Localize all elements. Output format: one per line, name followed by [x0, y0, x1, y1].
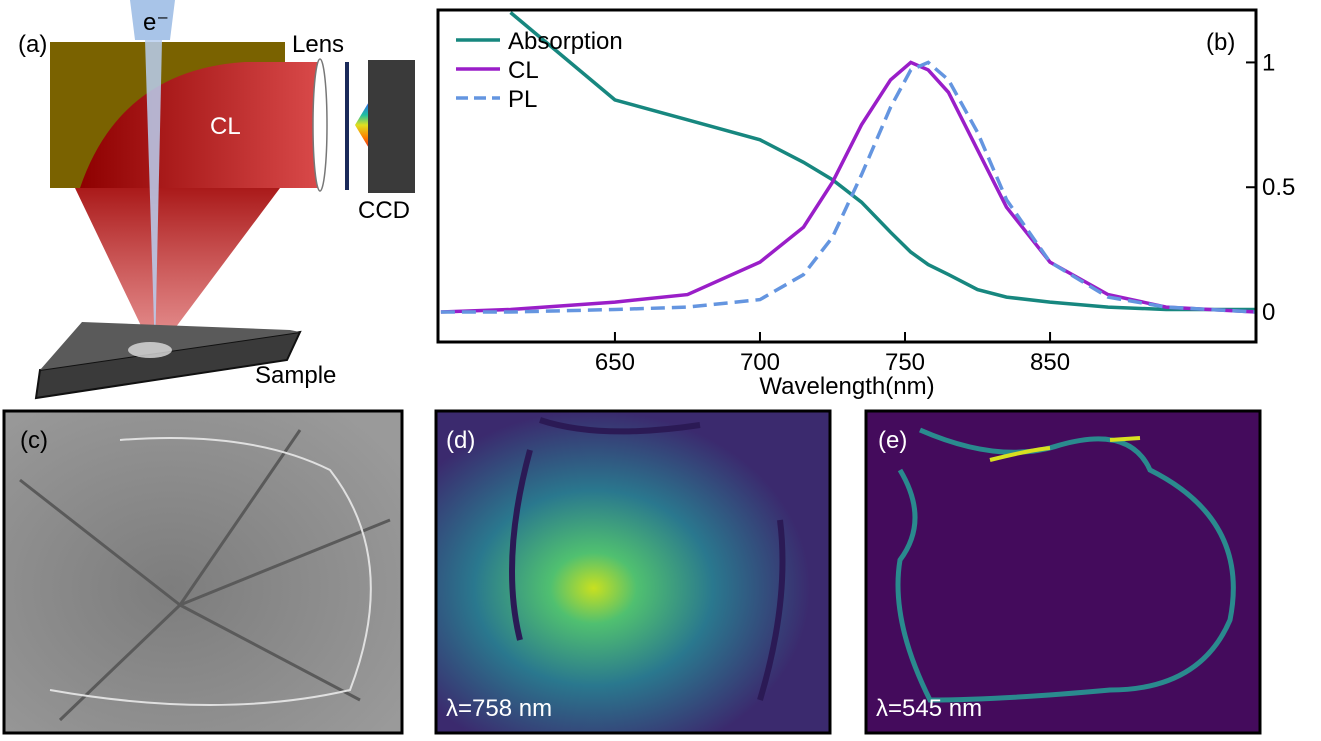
plot-area: [440, 11, 1256, 314]
panel-label: (e): [878, 427, 907, 454]
lens-label: Lens: [292, 31, 344, 58]
legend-label: CL: [508, 57, 539, 84]
x-tick-label: 750: [885, 349, 925, 376]
lens: [312, 58, 328, 192]
x-tick-label: 650: [595, 349, 635, 376]
electron-beam: [145, 40, 162, 355]
panel-label: (b): [1206, 29, 1235, 56]
x-axis-label: Wavelength(nm): [759, 373, 934, 400]
sample-top: [40, 322, 300, 370]
schematic: (a) e⁻ Lens CL CCD Sample: [18, 0, 415, 400]
cl-beam: [80, 62, 320, 188]
x-tick-label: 700: [740, 349, 780, 376]
ccd-label: CCD: [358, 197, 410, 224]
sample-spot: [128, 342, 172, 358]
panel-label: (c): [20, 427, 48, 454]
sample-slab: [36, 332, 300, 398]
images: (c) (d) λ=758 nm (e) λ=545 nm: [2, 409, 1262, 735]
x-tick-label: 850: [1030, 349, 1070, 376]
y-tick-label: 1: [1262, 49, 1275, 76]
series-line: [509, 11, 1256, 312]
series-line: [440, 60, 1256, 314]
caption: λ=545 nm: [876, 695, 982, 722]
legend-label: PL: [508, 86, 537, 113]
y-tick-label: 0.5: [1262, 174, 1295, 201]
map-boundary: [895, 427, 1236, 703]
caption: λ=758 nm: [446, 695, 552, 722]
sem-boundary: [49, 437, 372, 706]
map-dark-boundary: [509, 417, 786, 701]
spectrum: [355, 100, 370, 150]
spectrum-chart: 0 0.5 1 650 700 750 850 Wavelength(nm) Absorptio…: [436, 8, 1295, 400]
panel-label: (a): [18, 31, 47, 58]
sample-label: Sample: [255, 362, 336, 389]
plot-frame: [436, 8, 1258, 344]
beam-label: CL: [210, 113, 241, 140]
electron-gun: [130, 0, 175, 40]
panel-label: (d): [446, 427, 475, 454]
electron-label: e⁻: [143, 9, 169, 36]
y-tick-label: 0: [1262, 299, 1275, 326]
map-bright: [989, 436, 1141, 462]
sem-texture: [19, 429, 391, 722]
cl-map-758: [434, 409, 832, 735]
legend-label: Absorption: [508, 28, 623, 55]
ccd: [368, 60, 415, 193]
cl-cone: [75, 188, 280, 355]
series-line: [440, 60, 1256, 314]
cl-map-545: [864, 409, 1262, 735]
filter: [345, 62, 349, 190]
